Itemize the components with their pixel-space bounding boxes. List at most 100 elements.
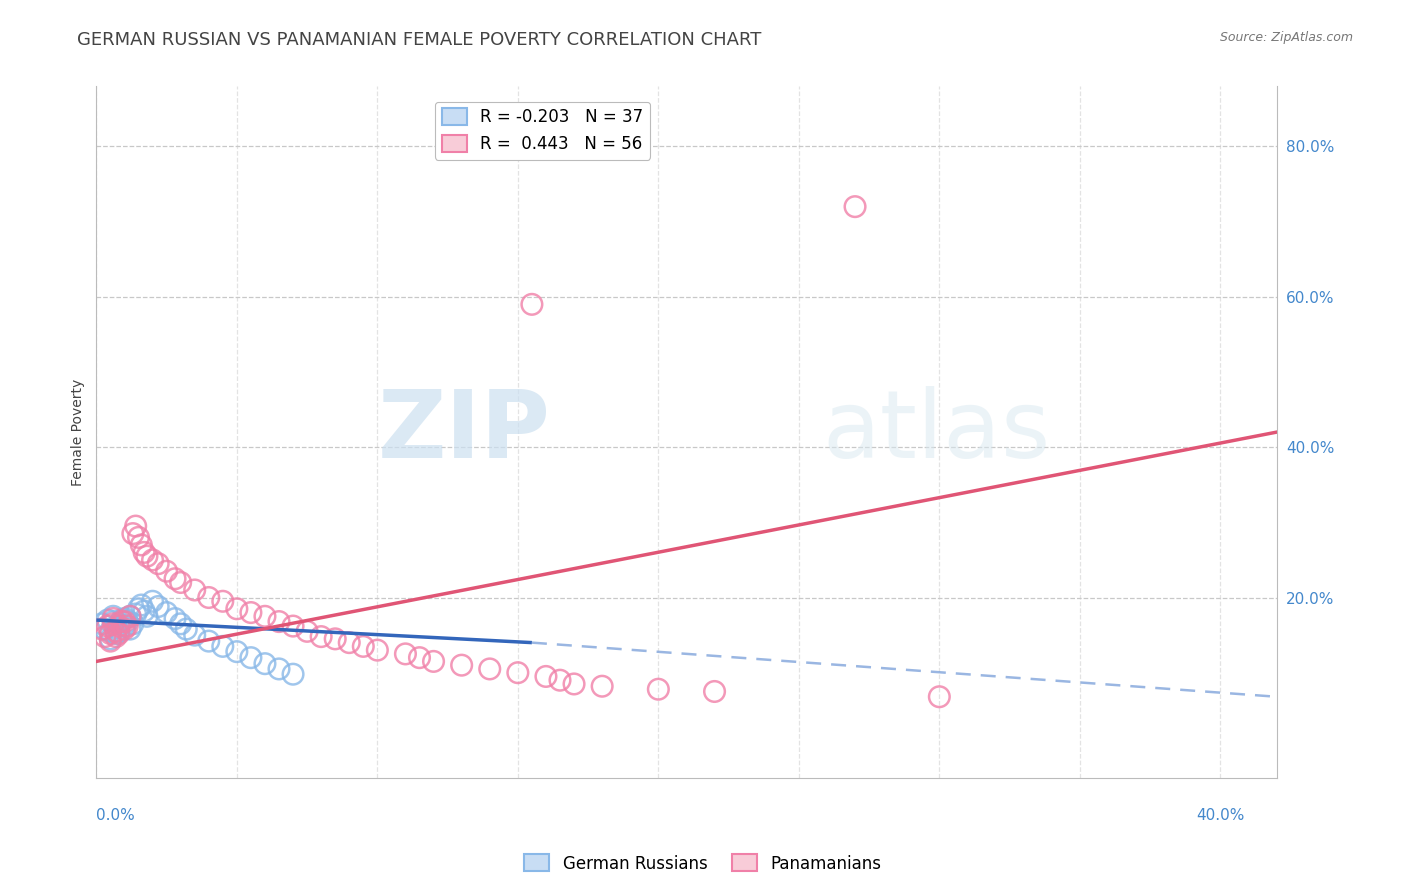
Point (114, 611, 136, 625)
Point (134, 545, 156, 559)
Point (844, 200, 866, 214)
Point (253, 609, 276, 624)
Point (928, 690, 950, 704)
Point (111, 615, 134, 629)
Point (108, 616, 131, 631)
Point (134, 604, 156, 618)
Point (534, 669, 557, 683)
Point (169, 575, 191, 590)
Point (111, 613, 134, 627)
Point (225, 602, 247, 616)
Point (703, 684, 725, 698)
Point (394, 647, 416, 661)
Point (131, 538, 153, 552)
Point (163, 572, 186, 586)
Point (155, 606, 177, 620)
Point (108, 626, 131, 640)
Point (562, 677, 585, 691)
Point (94, 630, 117, 644)
Point (105, 630, 128, 644)
Point (211, 640, 233, 654)
Point (520, 297, 543, 311)
Point (100, 632, 122, 646)
Point (352, 640, 374, 654)
Point (309, 630, 332, 644)
Point (225, 645, 247, 659)
Point (174, 622, 197, 636)
Point (91, 622, 114, 636)
Point (253, 657, 276, 671)
Point (169, 616, 191, 631)
Point (155, 564, 177, 578)
Point (146, 557, 169, 571)
Point (267, 615, 290, 629)
Point (105, 626, 128, 640)
Point (197, 591, 219, 605)
Point (122, 526, 145, 541)
Point (103, 616, 125, 631)
Text: Source: ZipAtlas.com: Source: ZipAtlas.com (1219, 31, 1353, 45)
Point (337, 635, 360, 649)
Point (131, 598, 153, 612)
Y-axis label: Female Poverty: Female Poverty (72, 378, 86, 486)
Point (141, 553, 163, 567)
Point (422, 654, 444, 668)
Point (239, 650, 262, 665)
Point (647, 682, 669, 697)
Point (183, 628, 205, 642)
Point (239, 606, 262, 620)
Point (281, 619, 304, 633)
Point (450, 658, 472, 673)
Point (103, 615, 125, 629)
Point (136, 609, 159, 624)
Point (97, 613, 120, 627)
Text: 40.0%: 40.0% (1197, 808, 1244, 823)
Point (117, 619, 139, 633)
Point (408, 650, 430, 665)
Point (97, 619, 120, 633)
Point (105, 624, 128, 639)
Point (91, 616, 114, 631)
Point (163, 611, 186, 625)
Legend: German Russians, Panamanians: German Russians, Panamanians (517, 847, 889, 880)
Point (103, 609, 125, 624)
Point (120, 622, 142, 636)
Point (103, 611, 125, 625)
Point (94, 622, 117, 636)
Text: ZIP: ZIP (378, 386, 551, 478)
Point (125, 519, 148, 533)
Point (281, 667, 304, 681)
Point (323, 632, 346, 646)
Text: 0.0%: 0.0% (97, 808, 135, 823)
Point (478, 662, 501, 676)
Text: atlas: atlas (823, 386, 1050, 478)
Point (114, 619, 136, 633)
Point (117, 615, 139, 629)
Point (366, 643, 388, 657)
Point (197, 634, 219, 648)
Legend: R = -0.203   N = 37, R =  0.443   N = 56: R = -0.203 N = 37, R = 0.443 N = 56 (434, 102, 650, 160)
Point (506, 665, 529, 680)
Point (100, 626, 122, 640)
Point (114, 615, 136, 629)
Point (120, 609, 142, 624)
Point (136, 549, 159, 564)
Point (108, 624, 131, 639)
Point (267, 662, 290, 676)
Point (125, 607, 148, 621)
Point (128, 602, 150, 616)
Point (105, 621, 128, 635)
Point (120, 609, 142, 624)
Point (128, 530, 150, 544)
Point (183, 582, 205, 597)
Point (114, 622, 136, 636)
Point (122, 616, 145, 631)
Point (100, 624, 122, 639)
Point (211, 594, 233, 608)
Point (548, 673, 571, 688)
Point (108, 619, 131, 633)
Point (295, 624, 318, 639)
Point (100, 634, 122, 648)
Text: GERMAN RUSSIAN VS PANAMANIAN FEMALE POVERTY CORRELATION CHART: GERMAN RUSSIAN VS PANAMANIAN FEMALE POVE… (77, 31, 762, 49)
Point (146, 599, 169, 614)
